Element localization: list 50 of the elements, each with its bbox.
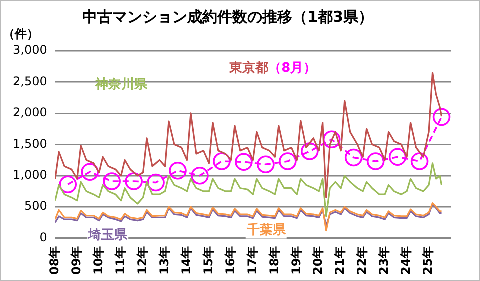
point xyxy=(322,130,341,149)
x-tick-label: 11年 xyxy=(113,246,128,276)
y-tick-label: 3,000 xyxy=(12,43,48,58)
point xyxy=(410,152,429,170)
y-tick-label: 500 xyxy=(24,199,48,214)
point xyxy=(147,174,165,192)
x-tick-label: 10年 xyxy=(91,246,106,276)
x-tick-label: 21年 xyxy=(333,246,348,276)
x-tick-label: 18年 xyxy=(267,246,282,276)
x-tick-label: 08年 xyxy=(47,246,62,276)
point xyxy=(235,153,253,172)
point xyxy=(279,152,297,170)
series-label: 千葉県 xyxy=(246,222,287,238)
x-tick-label: 17年 xyxy=(245,246,260,276)
point xyxy=(388,148,407,166)
y-axis-title: （件） xyxy=(3,27,39,42)
x-tick-label: 16年 xyxy=(223,246,238,276)
chart-title: 中古マンション成約件数の推移（1都3県） xyxy=(82,8,374,26)
point xyxy=(125,172,143,190)
x-tick-label: 20年 xyxy=(311,246,326,276)
y-tick-label: 1,000 xyxy=(12,168,48,182)
x-tick-label: 15年 xyxy=(201,246,216,276)
point xyxy=(169,162,187,180)
point xyxy=(191,166,209,185)
point xyxy=(81,163,99,182)
y-tick-label: 1,500 xyxy=(12,136,48,151)
text: （8月） xyxy=(268,60,317,76)
text: 神奈川県 xyxy=(94,76,148,93)
point xyxy=(344,148,363,167)
point xyxy=(257,156,275,174)
x-tick-label: 12年 xyxy=(135,246,150,276)
x-tick-label: 25年 xyxy=(421,246,436,276)
x-tick-label: 19年 xyxy=(289,246,304,276)
point xyxy=(213,152,231,170)
point xyxy=(300,142,319,160)
y-tick-label: 2,000 xyxy=(12,106,48,120)
y-tick-label: 0 xyxy=(40,230,48,244)
point xyxy=(103,172,121,190)
series-label: 埼玉県 xyxy=(88,228,129,244)
x-tick-label: 13年 xyxy=(157,246,172,276)
point xyxy=(432,108,451,126)
x-tick-label: 09年 xyxy=(69,246,84,276)
y-tick-label: 2,500 xyxy=(12,74,48,88)
x-tick-label: 24年 xyxy=(399,246,414,276)
x-tick-label: 23年 xyxy=(377,246,392,276)
point xyxy=(59,176,77,194)
point xyxy=(366,152,385,170)
x-tick-label: 22年 xyxy=(355,246,370,276)
x-tick-label: 14年 xyxy=(179,246,194,276)
text: 東京都 xyxy=(228,60,269,76)
